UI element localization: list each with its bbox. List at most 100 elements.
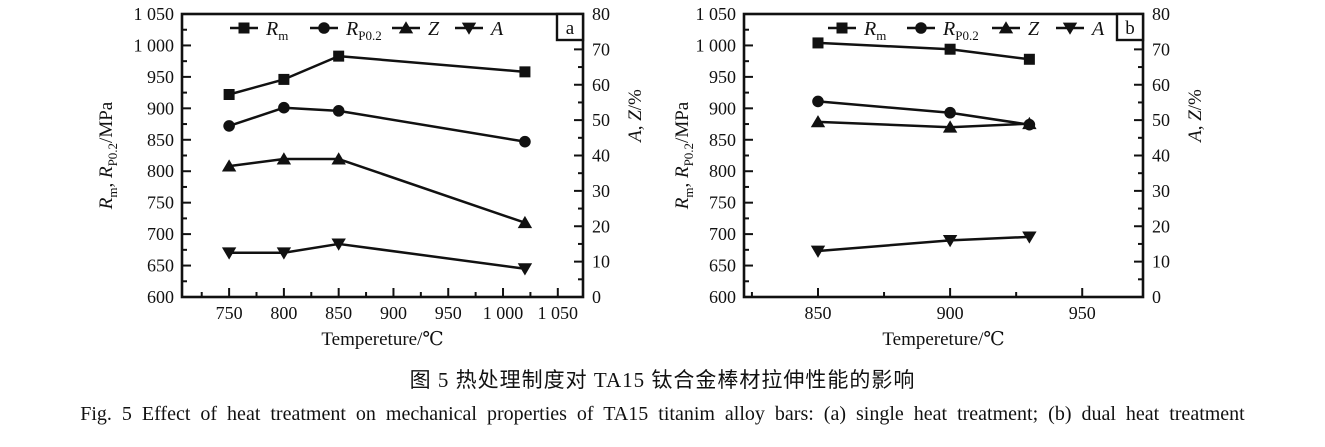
triangle-down-marker <box>942 235 958 248</box>
series-RP0.2 <box>223 101 531 148</box>
axes-ticks <box>182 13 583 298</box>
legend-label: Z <box>428 18 440 40</box>
square-marker <box>333 50 345 62</box>
x-tick-label: 750 <box>216 303 243 323</box>
y-right-tick-label: 40 <box>592 146 610 166</box>
x-axis-title: Tempereture/℃ <box>321 329 443 350</box>
legend-item-A: A <box>1056 18 1105 40</box>
caption-chinese: 图 5 热处理制度对 TA15 钛合金棒材拉伸性能的影响 <box>409 368 916 392</box>
y-left-tick-label: 1 050 <box>134 4 175 24</box>
y-right-tick-label: 60 <box>592 75 610 95</box>
triangle-up-legend-marker <box>998 21 1014 34</box>
legend-item-RP0.2: RP0.2 <box>907 18 979 43</box>
legend-item-Rm: Rm <box>230 18 288 43</box>
y-right-tick-label: 30 <box>1152 181 1170 201</box>
y-left-tick-label: 700 <box>709 224 736 244</box>
legend-label: RP0.2 <box>942 18 979 43</box>
x-tick-label: 900 <box>937 303 964 323</box>
y-right-tick-label: 0 <box>592 287 601 307</box>
x-tick-label: 800 <box>270 303 297 323</box>
y-left-tick-label: 800 <box>147 161 174 181</box>
circle-legend-marker <box>318 22 330 34</box>
triangle-down-legend-marker <box>461 22 477 35</box>
triangle-down-legend-marker <box>1062 22 1078 35</box>
y-right-tick-label: 30 <box>592 181 610 201</box>
caption-english: Fig. 5 Effect of heat treatment on mecha… <box>80 403 1245 425</box>
charts-row: 750 800 850 900 950 1 000 1 050 600 650 700 750 800… <box>96 4 1206 350</box>
circle-marker <box>223 120 235 132</box>
y-right-tick-label: 80 <box>592 4 610 24</box>
circle-marker <box>278 101 290 114</box>
square-marker <box>1023 53 1035 65</box>
triangle-up-marker <box>1022 116 1037 130</box>
legend-label: Rm <box>863 18 886 43</box>
y-right-axis-title: A, Z/% <box>1185 89 1206 144</box>
x-tick-label: 950 <box>1069 303 1096 323</box>
triangle-down-marker <box>331 238 346 251</box>
square-marker <box>944 43 956 55</box>
y-left-tick-label: 1 000 <box>134 35 175 55</box>
circle-marker <box>332 105 345 117</box>
circle-legend-marker <box>915 22 927 34</box>
y-left-tick-label: 850 <box>709 130 736 150</box>
circle-marker <box>812 95 824 108</box>
series-Rm <box>812 37 1035 65</box>
y-left-axis-title: Rm, RP0.2/MPa <box>672 101 696 210</box>
series-Rm <box>223 50 531 100</box>
triangle-down-marker <box>276 247 292 260</box>
legend-item-Z: Z <box>992 18 1040 40</box>
x-axis-title: Tempereture/℃ <box>882 329 1004 350</box>
y-right-tick-label: 70 <box>1152 39 1170 59</box>
legend-label: Rm <box>265 18 288 43</box>
legend-item-RP0.2: RP0.2 <box>310 18 382 43</box>
y-left-tick-label: 800 <box>709 161 736 181</box>
triangle-up-marker <box>517 215 533 229</box>
square-marker <box>519 66 531 78</box>
y-right-tick-label: 50 <box>1152 110 1170 130</box>
y-right-tick-label: 20 <box>592 216 610 236</box>
panel-label-box: a <box>555 12 585 42</box>
y-right-tick-label: 80 <box>1152 4 1170 24</box>
triangle-down-marker <box>810 245 826 258</box>
triangle-up-marker <box>331 152 346 165</box>
y-left-tick-label: 1 050 <box>696 4 737 24</box>
legend: Rm RP0.2 Z A <box>828 18 1105 43</box>
legend-label: A <box>1090 18 1105 40</box>
triangle-up-marker <box>221 159 237 172</box>
y-left-tick-label: 750 <box>147 193 174 213</box>
y-left-tick-label: 850 <box>147 130 174 150</box>
legend-label: Z <box>1028 18 1040 40</box>
axes-ticks <box>744 13 1143 298</box>
square-legend-marker <box>836 22 848 34</box>
y-left-axis-title: Rm, RP0.2/MPa <box>96 101 120 210</box>
legend-item-Rm: Rm <box>828 18 886 43</box>
square-marker <box>812 37 824 49</box>
y-left-tick-label: 700 <box>147 224 174 244</box>
triangle-up-marker <box>942 120 958 133</box>
y-right-tick-label: 10 <box>1152 252 1170 272</box>
legend-label: RP0.2 <box>345 18 382 43</box>
panel-label-box: b <box>1115 12 1145 42</box>
y-right-tick-label: 40 <box>1152 146 1170 166</box>
chart-panel-a: 750 800 850 900 950 1 000 1 050600650700750800… <box>96 4 646 350</box>
figure-5: 750 800 850 900 950 1 000 1 050 600 650 700 750 800… <box>80 4 1245 425</box>
y-right-tick-label: 10 <box>592 252 610 272</box>
legend-item-A: A <box>455 18 504 40</box>
panel-label: a <box>566 18 575 39</box>
panel-label: b <box>1125 18 1135 39</box>
y-right-tick-label: 20 <box>1152 216 1170 236</box>
y-left-tick-label: 950 <box>709 67 736 87</box>
triangle-down-marker <box>517 263 533 276</box>
y-left-tick-label: 1 000 <box>696 35 737 55</box>
triangle-up-marker <box>276 152 292 165</box>
y-right-tick-label: 0 <box>1152 287 1161 307</box>
triangle-down-marker <box>221 247 237 260</box>
square-marker <box>223 88 235 100</box>
series-A <box>810 231 1037 258</box>
y-left-tick-label: 900 <box>709 98 736 118</box>
square-legend-marker <box>238 22 250 34</box>
triangle-down-marker <box>1022 231 1037 244</box>
triangle-up-marker <box>810 115 826 128</box>
x-tick-label: 850 <box>325 303 352 323</box>
y-right-tick-label: 60 <box>1152 75 1170 95</box>
